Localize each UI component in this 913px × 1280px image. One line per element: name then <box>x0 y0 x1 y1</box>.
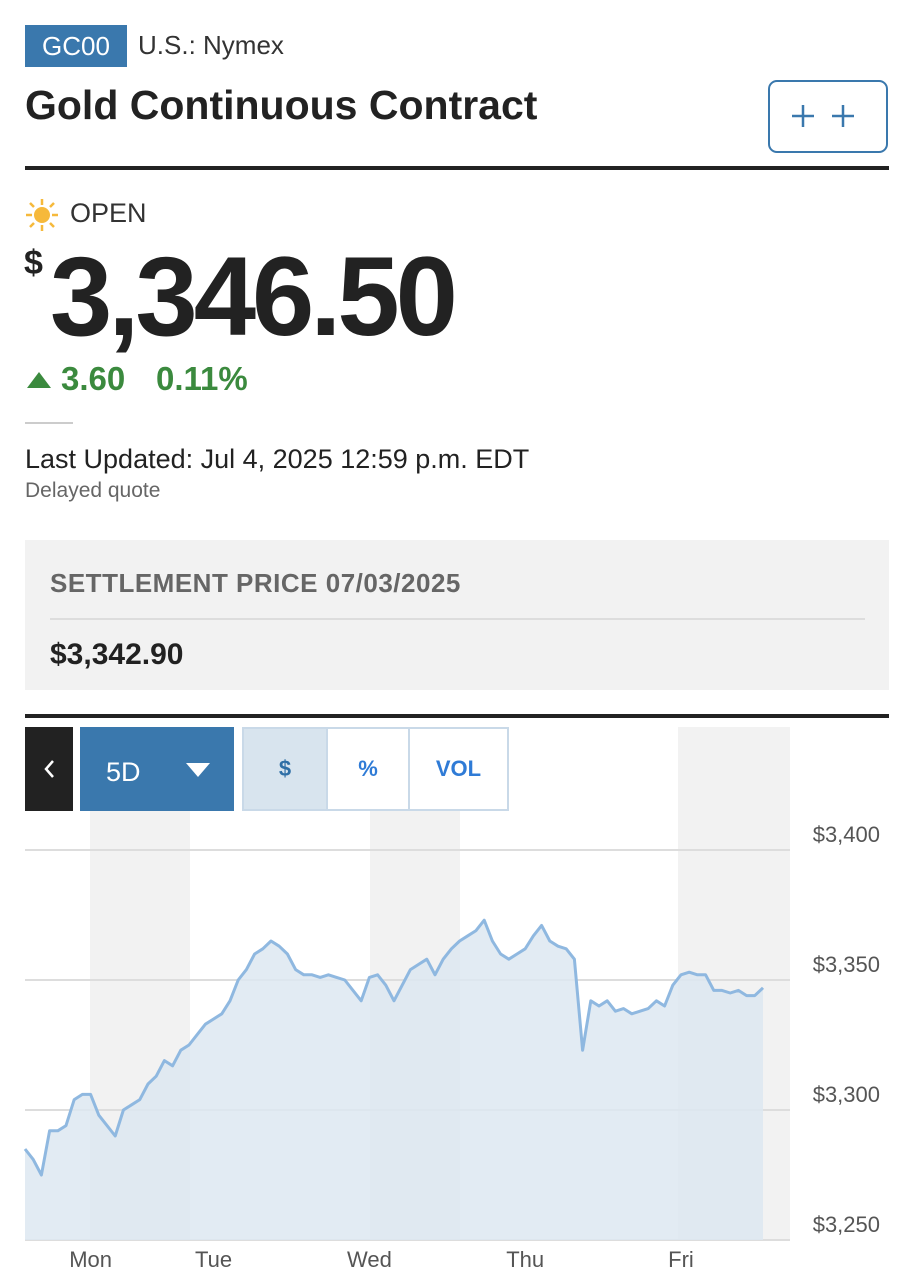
settlement-price: $3,342.90 <box>50 638 184 671</box>
y-tick-label: $3,350 <box>813 952 880 977</box>
last-updated: Last Updated: Jul 4, 2025 12:59 p.m. EDT <box>25 444 530 474</box>
y-tick-label: $3,400 <box>813 822 880 847</box>
x-tick-label: Thu <box>506 1247 544 1272</box>
chart: $3,250 $3,300 $3,350 $3,400 Mon Tue Wed Thu Fri <box>23 727 880 1272</box>
exchange: U.S.: Nymex <box>138 30 284 60</box>
settlement-rule <box>50 618 865 620</box>
divider <box>25 714 889 718</box>
x-tick-label: Fri <box>668 1247 694 1272</box>
mode-button[interactable]: % <box>328 729 410 809</box>
sun-icon <box>26 199 58 231</box>
price-line <box>23 918 765 1177</box>
x-tick-label: Wed <box>347 1247 392 1272</box>
range-label: 5D <box>106 757 141 787</box>
ticker-badge: GC00 <box>25 25 127 67</box>
delay-note: Delayed quote <box>25 479 161 502</box>
x-tick-label: Tue <box>195 1247 232 1272</box>
mode-button[interactable]: VOL <box>410 729 507 809</box>
mode-toggle: $ % VOL <box>242 727 509 811</box>
price: 3,346.50 <box>50 234 458 359</box>
change-percent: 0.11% <box>156 360 248 397</box>
button-frame <box>768 80 888 153</box>
y-tick-label: $3,300 <box>813 1082 880 1107</box>
up-arrow <box>27 372 51 388</box>
market-status: OPEN <box>70 198 147 228</box>
range-dropdown[interactable]: 5D <box>80 727 234 811</box>
plus-icon <box>792 105 854 127</box>
change: 3.60 <box>61 360 126 397</box>
short-rule <box>25 422 73 424</box>
title: Gold Continuous Contract <box>25 82 538 128</box>
divider <box>25 166 889 170</box>
settlement-box: SETTLEMENT PRICE 07/03/2025 $3,342.90 <box>25 540 889 690</box>
watchlist-button[interactable] <box>768 80 889 154</box>
back-button[interactable] <box>25 727 73 811</box>
y-tick-label: $3,250 <box>813 1212 880 1237</box>
mode-button[interactable]: $ <box>244 729 328 809</box>
currency: $ <box>24 244 43 282</box>
settlement-label: SETTLEMENT PRICE 07/03/2025 <box>50 568 461 598</box>
x-tick-label: Mon <box>69 1247 112 1272</box>
area-fill <box>25 920 763 1240</box>
dropdown-arrow <box>186 763 210 777</box>
